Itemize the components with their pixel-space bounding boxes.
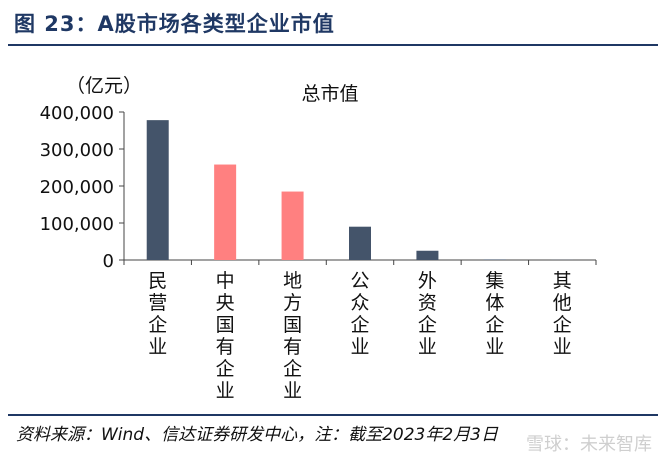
x-tick-label: 地方国有企业 [283, 270, 302, 402]
bar-2 [214, 165, 236, 260]
y-unit-label: （亿元） [66, 75, 142, 97]
bar-6 [484, 259, 506, 260]
y-tick-label: 200,000 [40, 177, 114, 198]
bar-4 [349, 227, 371, 260]
source-note: 资料来源：Wind、信达证券研发中心，注：截至2023年2月3日 [16, 420, 498, 445]
x-tick-label: 公众企业 [350, 270, 369, 358]
source-rule [8, 414, 658, 416]
x-tick-label: 民营企业 [148, 270, 167, 358]
x-tick-label: 外资企业 [418, 270, 437, 358]
tick-labels: 0 100,000 200,000 300,000 400,000 民营企业 中央国有企业 地… [40, 103, 572, 402]
y-tick-label: 400,000 [40, 103, 114, 124]
bar-3 [282, 192, 304, 260]
bar-5 [416, 251, 438, 260]
y-tick-label: 0 [103, 251, 114, 272]
y-tick-label: 100,000 [40, 214, 114, 235]
bars [147, 120, 574, 260]
x-tick-label: 集体企业 [485, 270, 504, 358]
x-tick-label: 其他企业 [553, 270, 572, 358]
watermark: 雪球：未来智库 [526, 430, 652, 456]
chart-title: 总市值 [301, 83, 358, 105]
y-tick-label: 300,000 [40, 140, 114, 161]
x-tick-label: 中央国有企业 [216, 270, 235, 402]
bar-1 [147, 120, 169, 260]
